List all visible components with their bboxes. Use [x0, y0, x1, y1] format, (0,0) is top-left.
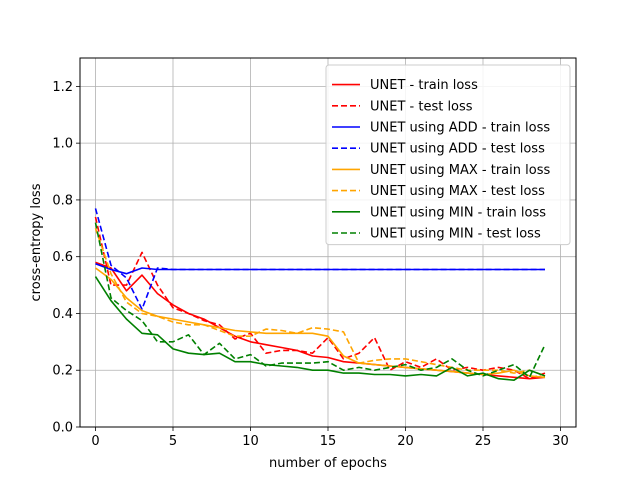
legend-label: UNET using MAX - test loss — [370, 184, 545, 199]
series-line — [94, 276, 546, 382]
y-tick-label: 0.0 — [52, 421, 73, 436]
legend-label: UNET using MAX - train loss — [370, 163, 550, 178]
y-tick-label: 0.8 — [52, 193, 73, 208]
legend-label: UNET using MIN - test loss — [370, 227, 541, 242]
y-tick-label: 0.6 — [52, 250, 73, 265]
series-line — [94, 208, 545, 311]
legend-box — [325, 64, 571, 246]
series-line — [94, 222, 546, 379]
legend: UNET - train loss UNET - test loss UNET us… — [325, 64, 571, 246]
series-line — [94, 216, 546, 380]
x-tick-label: 0 — [91, 434, 99, 449]
x-tick-label: 5 — [169, 434, 177, 449]
x-tick-label: 10 — [242, 434, 259, 449]
x-tick-label: 25 — [475, 434, 492, 449]
legend-label: UNET - train loss — [370, 78, 478, 93]
series-line — [95, 267, 546, 379]
legend-label: UNET using ADD - train loss — [370, 121, 550, 136]
series-lines — [94, 208, 546, 382]
x-tick-label: 30 — [552, 434, 569, 449]
legend-label: UNET using ADD - test loss — [370, 142, 545, 157]
series-line — [94, 228, 546, 377]
x-tick-label: 20 — [397, 434, 414, 449]
axis-ticks: 0 5 10 15 20 25 30 0.0 0.2 0.4 0.6 0.8 1.0 1.2 — [52, 80, 568, 449]
legend-label: UNET - test loss — [370, 99, 473, 114]
x-axis-title: number of epochs — [269, 456, 387, 471]
x-tick-label: 15 — [320, 434, 337, 449]
legend-label: UNET using MIN - train loss — [370, 205, 546, 220]
y-tick-label: 0.4 — [52, 307, 73, 322]
y-tick-label: 0.2 — [52, 364, 73, 379]
y-tick-label: 1.2 — [52, 80, 73, 95]
y-tick-label: 1.0 — [52, 137, 73, 152]
y-axis-title: cross-entropy loss — [29, 183, 44, 301]
